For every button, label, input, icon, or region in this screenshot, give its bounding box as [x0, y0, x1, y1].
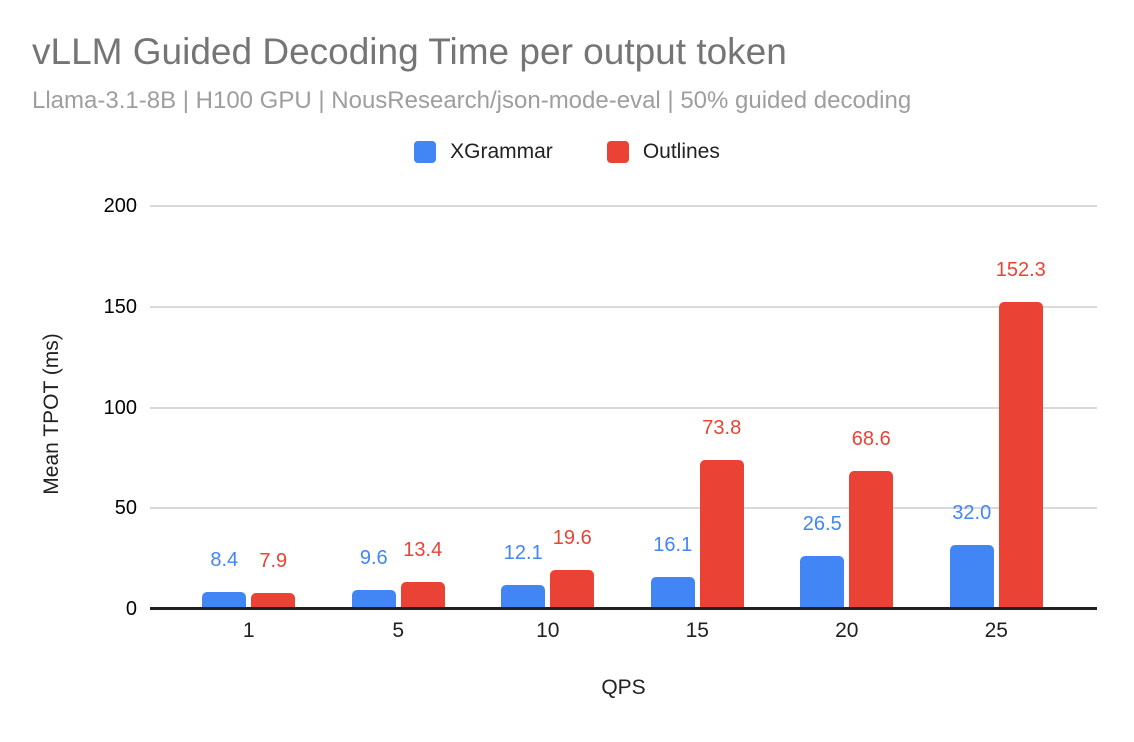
- bar-xgrammar-qps-1: 8.4: [202, 550, 247, 609]
- bar-outlines-qps-10: 19.6: [550, 528, 595, 609]
- gridline-100: [150, 406, 1097, 409]
- bar-group-qps-15: 16.1 73.8: [623, 206, 773, 609]
- legend: XGrammar Outlines: [0, 140, 1134, 164]
- bar-value-label-outlines-qps-15: 73.8: [702, 417, 742, 440]
- gridline-200: [150, 205, 1097, 207]
- bar-group-qps-1: 8.4 7.9: [174, 206, 324, 609]
- y-tick-150: 150: [103, 295, 137, 318]
- legend-item-outlines: Outlines: [606, 140, 720, 164]
- bar-outlines-qps-20: 68.6: [849, 429, 894, 609]
- x-tick-qps-5: 5: [392, 619, 405, 642]
- bar-outlines-qps-1: 7.9: [251, 551, 296, 609]
- bar-value-label-xgrammar-qps-5: 9.6: [359, 546, 388, 569]
- chart-title: vLLM Guided Decoding Time per output tok…: [32, 31, 787, 72]
- gridline-50: [150, 507, 1097, 510]
- legend-item-xgrammar: XGrammar: [414, 140, 553, 164]
- y-tick-200: 200: [103, 195, 137, 217]
- y-tick-0: 0: [125, 598, 137, 620]
- legend-label: Outlines: [642, 140, 720, 163]
- y-tick-50: 50: [114, 497, 137, 520]
- bar-xgrammar-qps-20: 26.5: [800, 514, 845, 609]
- bar-value-label-xgrammar-qps-20: 26.5: [802, 512, 842, 535]
- bar-xgrammar-qps-15: 16.1: [650, 535, 695, 609]
- y-tick-100: 100: [103, 396, 137, 419]
- bars-row: 8.4 7.9 9.6 13.4 12.1 19.6 16.1 73.8 26.5 68.6 32.…: [174, 206, 1071, 609]
- x-tick-qps-10: 10: [536, 619, 560, 642]
- bar-outlines-qps-25: 152.3: [996, 260, 1046, 609]
- bar-xgrammar-qps-25: 32.0: [949, 503, 994, 609]
- plot-area: 8.4 7.9 9.6 13.4 12.1 19.6 16.1 73.8 26.5 68.6 32.…: [150, 205, 1097, 610]
- legend-swatch-outlines: [606, 141, 629, 163]
- x-tick-qps-25: 25: [984, 619, 1008, 642]
- bar-outlines-qps-5: 13.4: [400, 540, 445, 609]
- chart-subtitle: Llama-3.1-8B | H100 GPU | NousResearch/j…: [32, 87, 912, 114]
- bar-value-label-outlines-qps-1: 7.9: [259, 550, 288, 573]
- bar-value-label-outlines-qps-5: 13.4: [403, 539, 443, 561]
- bar-group-qps-10: 12.1 19.6: [473, 206, 623, 609]
- bar-outlines-qps-15: 73.8: [699, 418, 744, 609]
- bar-group-qps-25: 32.0 152.3: [922, 206, 1072, 609]
- bar-xgrammar-qps-5: 9.6: [351, 548, 396, 609]
- bar-group-qps-20: 26.5 68.6: [772, 206, 922, 609]
- bar-value-label-xgrammar-qps-10: 12.1: [503, 541, 543, 564]
- x-tick-qps-1: 1: [242, 619, 255, 642]
- bar-value-label-xgrammar-qps-25: 32.0: [952, 501, 992, 524]
- x-tick-qps-20: 20: [835, 619, 859, 642]
- bar-xgrammar-qps-10: 12.1: [501, 543, 546, 609]
- bar-group-qps-5: 9.6 13.4: [324, 206, 474, 609]
- bar-value-label-outlines-qps-10: 19.6: [552, 526, 592, 549]
- bar-value-label-xgrammar-qps-15: 16.1: [653, 533, 693, 556]
- bar-value-label-xgrammar-qps-1: 8.4: [210, 549, 239, 572]
- legend-label: XGrammar: [450, 140, 553, 163]
- y-axis-ticks: 0 50 100 150 200: [40, 195, 137, 620]
- y-axis-title: Mean TPOT (ms): [40, 333, 63, 495]
- x-axis-ticks: 1 5 10 15 20 25: [174, 618, 1071, 644]
- x-tick-qps-15: 15: [685, 619, 709, 642]
- x-axis-title: QPS: [601, 676, 646, 699]
- gridline-150: [150, 305, 1097, 308]
- x-axis-line: [150, 607, 1097, 610]
- legend-swatch-xgrammar: [414, 141, 437, 163]
- bar-value-label-outlines-qps-25: 152.3: [995, 259, 1046, 282]
- bar-value-label-outlines-qps-20: 68.6: [851, 427, 891, 450]
